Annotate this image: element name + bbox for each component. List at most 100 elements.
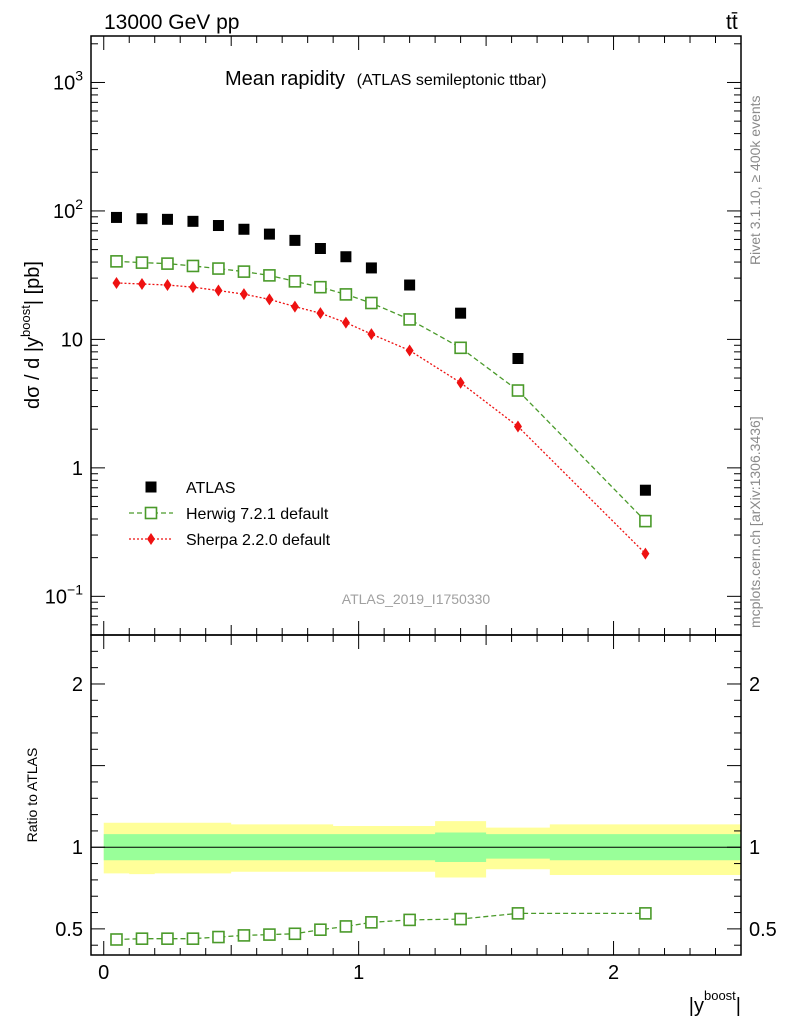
main-series-layer (110, 211, 652, 560)
ratio-y-tick-label-right: 1 (749, 837, 760, 859)
data-point (187, 215, 199, 227)
data-point (112, 276, 121, 289)
data-point (263, 228, 275, 240)
main-y-axis-label-end: | [pb] (22, 261, 44, 305)
y-tick-label-exp: 2 (75, 196, 83, 212)
data-point (135, 256, 149, 269)
x-axis-label-text: |y (689, 995, 704, 1017)
legend-label: ATLAS (186, 480, 236, 497)
ratio-bands-layer (91, 821, 741, 878)
data-point (289, 234, 301, 246)
data-point (161, 213, 173, 225)
ratio-data-point (403, 913, 416, 927)
data-point (454, 341, 467, 355)
y-tick-label-base: 1 (72, 458, 83, 480)
data-point (186, 259, 200, 273)
ratio-y-axis-label: Ratio to ATLAS (24, 748, 40, 843)
x-tick-label: 2 (608, 962, 619, 984)
ratio-data-point (161, 932, 174, 945)
y-tick-label: 103 (53, 67, 83, 94)
legend-label: Herwig 7.2.1 default (186, 506, 329, 523)
ratio-data-point (339, 920, 353, 933)
data-point (137, 277, 146, 290)
y-tick-label-base: 10 (61, 329, 83, 351)
ratio-panel-frame (90, 634, 742, 956)
ratio-series-layer (110, 907, 652, 946)
data-point (110, 255, 123, 268)
data-point (237, 265, 251, 278)
data-point (340, 251, 352, 263)
y-tick-label: 102 (53, 196, 83, 223)
data-point (161, 257, 174, 270)
data-point (365, 296, 378, 310)
data-point (265, 293, 274, 306)
data-point (639, 514, 652, 528)
ratio-y-tick-label-right: 0.5 (749, 919, 777, 941)
ratio-data-point (639, 907, 652, 920)
y-tick-label: 10 (61, 329, 83, 351)
data-point (455, 307, 467, 319)
ratio-data-point (186, 932, 200, 945)
ratio-data-point (511, 907, 525, 920)
data-point (188, 281, 197, 294)
data-point (405, 344, 414, 357)
data-point (341, 316, 350, 329)
data-point (263, 269, 276, 282)
main-y-axis-label: dσ / d |yboost| [pb] (18, 261, 44, 409)
ratio-data-point (314, 923, 327, 936)
y-tick-label-exp: −1 (67, 581, 83, 597)
x-tick-label: 0 (98, 962, 109, 984)
y-tick-label: 1 (72, 458, 83, 480)
x-axis-label-end: | (736, 995, 741, 1017)
data-point (367, 328, 376, 341)
legend-marker (145, 481, 157, 493)
data-point (288, 275, 302, 288)
data-point (365, 262, 377, 274)
legend-marker (144, 506, 158, 520)
data-point (136, 213, 148, 225)
ratio-data-point (454, 912, 467, 926)
data-point (239, 288, 248, 301)
main-y-axis-label-sup: boost (18, 305, 33, 337)
legend-label: Sherpa 2.2.0 default (186, 532, 331, 549)
data-point (212, 220, 224, 232)
chart-title: Mean rapidity (ATLAS semileptonic ttbar) (225, 68, 547, 90)
data-point (456, 376, 465, 389)
process-label: tt̄ (726, 11, 738, 34)
data-point (110, 211, 122, 223)
ratio-data-point (263, 928, 276, 941)
x-tick-label: 1 (353, 962, 364, 984)
ratio-data-point (212, 930, 225, 944)
y-tick-label-base: 10 (53, 72, 75, 94)
data-point (512, 353, 524, 365)
ratio-data-point (237, 929, 251, 942)
data-point (316, 307, 325, 320)
data-point (314, 280, 327, 294)
ratio-data-point (365, 916, 378, 929)
data-point (163, 279, 172, 292)
main-y-axis-label-text: dσ / d |y (22, 337, 44, 409)
data-point (238, 223, 250, 235)
mcplots-label: mcplots.cern.ch [arXiv:1306.3436] (747, 416, 763, 628)
data-point (641, 547, 650, 560)
data-point (214, 284, 223, 297)
ratio-data-point (110, 933, 123, 946)
ratio-axis-ticks: 2 2 1 1 0.5 0.5 0 1 2 (55, 635, 777, 984)
analysis-id: ATLAS_2019_I1750330 (342, 591, 491, 607)
chart-subtitle: (ATLAS semileptonic ttbar) (357, 72, 547, 89)
y-tick-label-base: 10 (45, 586, 67, 608)
ratio-y-tick-label-left: 1 (72, 837, 83, 859)
chart-title-main: Mean rapidity (225, 68, 345, 90)
data-point (513, 420, 522, 433)
data-point (339, 288, 353, 301)
ratio-data-point (288, 927, 302, 941)
data-point (639, 484, 651, 496)
x-axis-label-sup: boost (704, 988, 736, 1003)
data-point (511, 384, 525, 397)
data-point (290, 300, 299, 313)
ratio-data-point (135, 932, 149, 945)
energy-label: 13000 GeV pp (104, 11, 239, 34)
legend-marker (147, 533, 155, 545)
